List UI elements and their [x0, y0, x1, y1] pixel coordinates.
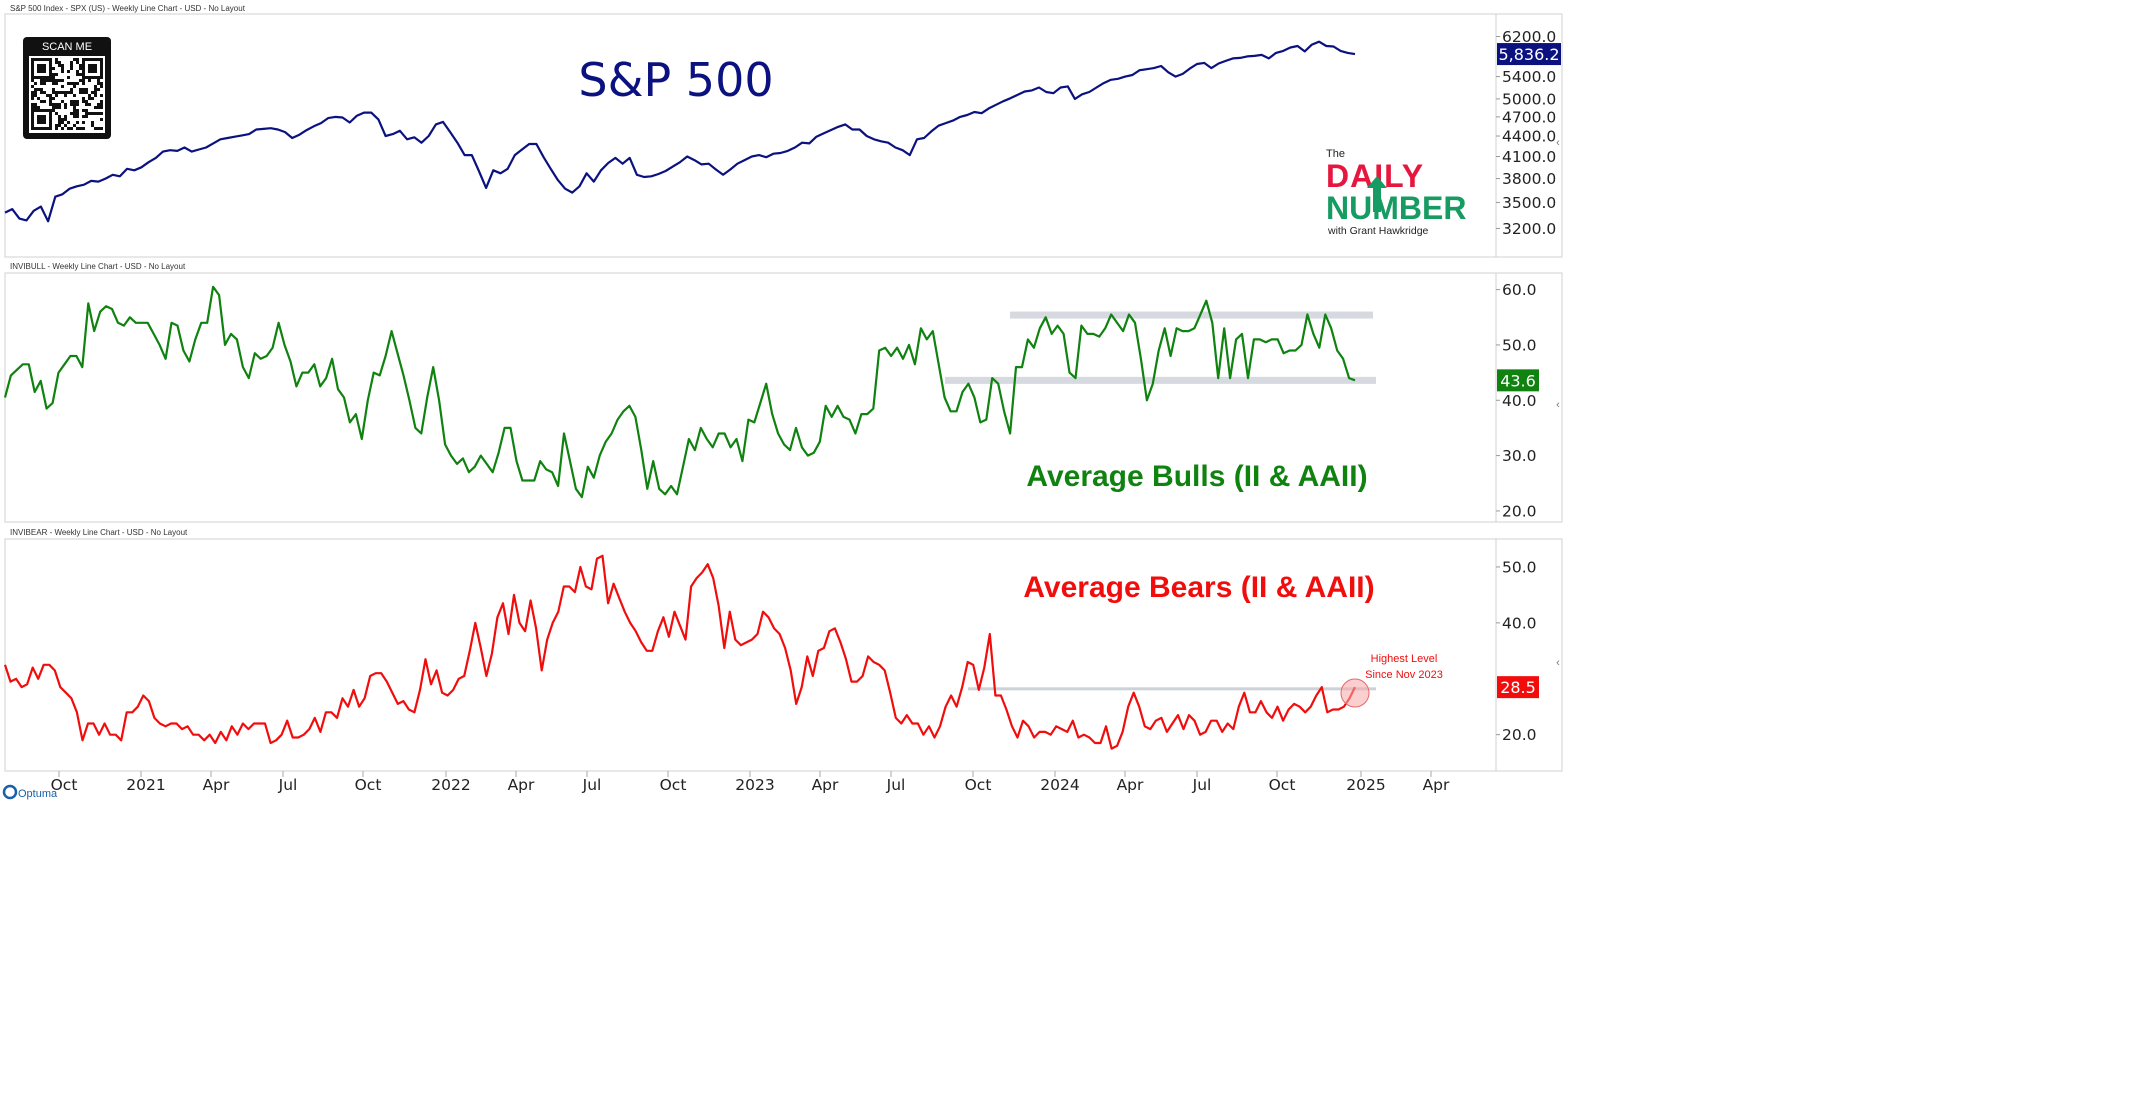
- x-tick-label: Apr: [203, 776, 230, 794]
- x-tick-label: 2023: [735, 776, 774, 794]
- x-axis: Oct 2021 Apr Jul Oct 2022 Apr Jul Oct 2023 Apr Jul O…: [51, 771, 1450, 794]
- spx-series-line: [4, 40, 1356, 223]
- bears-band-0: [968, 687, 1376, 691]
- annotation-line-1: Highest Level: [1371, 653, 1438, 665]
- last-value-labels: 5,836.2 43.6 28.5: [1497, 43, 1561, 699]
- x-tick-label: Oct: [660, 776, 687, 794]
- x-tick-label: 2021: [126, 776, 165, 794]
- x-tick-label: Jul: [886, 776, 906, 794]
- bears-ytick-label: 50.0: [1502, 558, 1537, 576]
- scroll-left-arrow-icon-3[interactable]: ‹: [1556, 657, 1560, 669]
- x-tick-label: Oct: [355, 776, 382, 794]
- x-tick-label: Oct: [965, 776, 992, 794]
- support-bands: [945, 311, 1376, 691]
- x-tick-label: Oct: [1269, 776, 1296, 794]
- bulls-title: Average Bulls (II & AAII): [1026, 460, 1367, 493]
- spx-ytick-label: 6200.0: [1502, 28, 1556, 46]
- bulls-series-line: [3, 285, 1356, 499]
- x-tick-label: Oct: [51, 776, 78, 794]
- scroll-left-arrow-icon-1[interactable]: ‹: [1556, 137, 1560, 149]
- daily-number-logo: The DAILY NUMBER with Grant Hawkridge: [1326, 148, 1466, 237]
- optuma-label: Optuma: [18, 788, 58, 800]
- x-tick-label: Jul: [278, 776, 298, 794]
- logo-the: The: [1326, 148, 1345, 160]
- bears-last-value-label: 28.5: [1500, 678, 1536, 697]
- annotation-line-2: Since Nov 2023: [1365, 669, 1443, 681]
- x-tick-label: 2025: [1346, 776, 1385, 794]
- bulls-ytick-label: 60.0: [1502, 281, 1537, 299]
- logo-arrow-icon: [1367, 176, 1387, 212]
- qr-code-icon: [31, 58, 103, 130]
- logo-number: NUMBER: [1326, 190, 1466, 226]
- series-lines: [3, 40, 1356, 750]
- spx-ytick-label: 3800.0: [1502, 170, 1556, 188]
- bulls-band-0: [1010, 311, 1373, 319]
- x-tick-label: Apr: [508, 776, 535, 794]
- spx-last-value-label: 5,836.2: [1498, 45, 1559, 64]
- spx-ytick-label: 4400.0: [1502, 128, 1556, 146]
- optuma-logo-icon: [2, 784, 18, 800]
- bears-panel-caption: INVIBEAR - Weekly Line Chart - USD - No …: [10, 528, 188, 537]
- bulls-ytick-label: 50.0: [1502, 336, 1537, 354]
- bears-ytick-label: 20.0: [1502, 726, 1537, 744]
- bulls-last-value-box: [1497, 369, 1539, 392]
- spx-last-value-box: [1497, 43, 1561, 66]
- x-tick-label: Jul: [1192, 776, 1212, 794]
- x-tick-label: Apr: [1117, 776, 1144, 794]
- x-tick-label: 2022: [431, 776, 470, 794]
- bears-series-line: [3, 554, 1356, 750]
- spx-ytick-label: 3500.0: [1502, 194, 1556, 212]
- bulls-ytick-label: 20.0: [1502, 502, 1537, 520]
- spx-ytick-label: 5000.0: [1502, 90, 1556, 108]
- y-axis-ticks: 3200.0 3500.0 3800.0 4100.0 4400.0 4700.05000…: [1496, 28, 1556, 744]
- qr-label: SCAN ME: [42, 41, 92, 53]
- x-tick-label: Apr: [1423, 776, 1450, 794]
- qr-badge[interactable]: SCAN ME: [23, 37, 111, 139]
- x-tick-label: Apr: [812, 776, 839, 794]
- x-tick-label: 2024: [1040, 776, 1079, 794]
- scroll-left-arrow-icon-2[interactable]: ‹: [1556, 399, 1560, 411]
- spx-panel-frame: [4, 13, 1563, 258]
- x-tick-label: Jul: [582, 776, 602, 794]
- spx-ytick-label: 4100.0: [1502, 148, 1556, 166]
- highest-level-marker: [1340, 678, 1370, 708]
- bulls-panel-caption: INVIBULL - Weekly Line Chart - USD - No …: [10, 262, 186, 271]
- bulls-ytick-label: 30.0: [1502, 447, 1537, 465]
- spx-panel-caption: S&P 500 Index - SPX (US) - Weekly Line C…: [10, 4, 246, 13]
- bears-last-value-box: [1497, 676, 1539, 699]
- bulls-last-value-label: 43.6: [1500, 371, 1536, 390]
- bulls-band-1: [945, 376, 1376, 384]
- spx-ytick-label: 5400.0: [1502, 68, 1556, 86]
- spx-ytick-label: 3200.0: [1502, 220, 1556, 238]
- bulls-ytick-label: 40.0: [1502, 392, 1537, 410]
- spx-title: S&P 500: [578, 53, 773, 107]
- bears-title: Average Bears (II & AAII): [1023, 571, 1374, 604]
- logo-sub: with Grant Hawkridge: [1327, 225, 1429, 237]
- bears-ytick-label: 40.0: [1502, 614, 1537, 632]
- chart-canvas: S&P 500 Index - SPX (US) - Weekly Line C…: [2, 4, 1563, 800]
- bears-panel-frame: [4, 538, 1563, 772]
- spx-ytick-label: 4700.0: [1502, 108, 1556, 126]
